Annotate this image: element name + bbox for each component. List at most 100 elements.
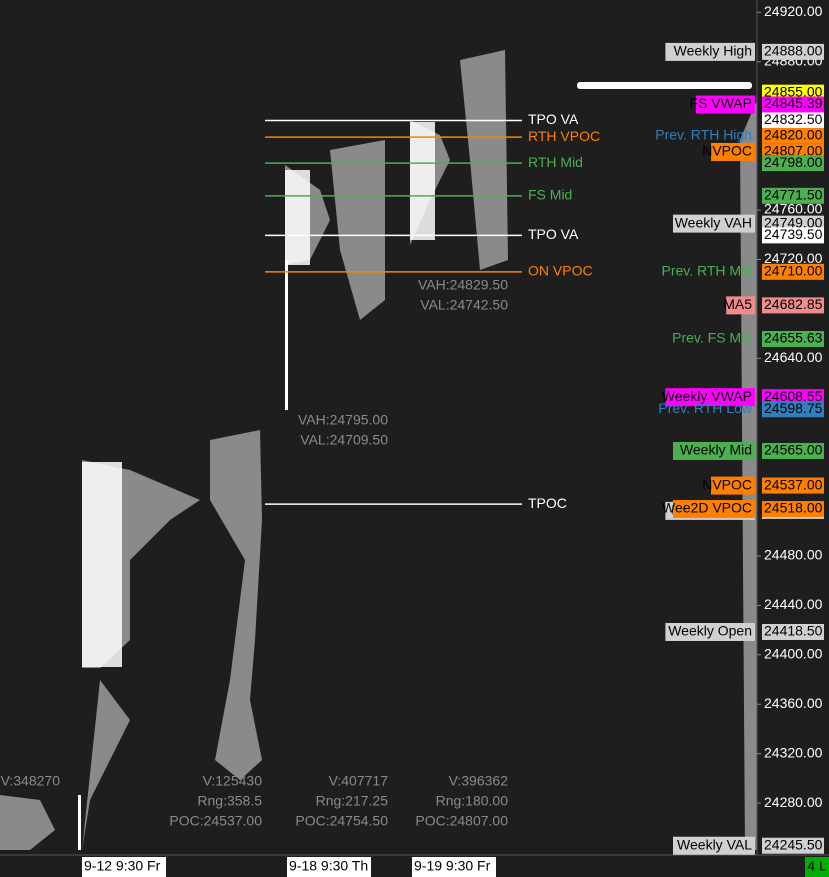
annotation-label: TPOC	[528, 495, 567, 511]
session-label: 9-19 9:30 Fr	[414, 858, 491, 874]
price-box	[762, 297, 824, 314]
y-tick-label: 24320.00	[764, 744, 823, 760]
session-stat: POC:24754.50	[295, 813, 388, 829]
level-name-box	[673, 836, 755, 855]
price-box	[762, 155, 824, 172]
level-name: Weekly Mid	[680, 442, 752, 458]
session-box	[412, 857, 496, 877]
price-label: 24888.00	[764, 43, 823, 59]
price-label: 24820.00	[764, 127, 823, 143]
session-stat: Rng:217.25	[316, 793, 389, 809]
level-name-box	[695, 95, 755, 114]
session-stat: Rng:358.5	[197, 793, 262, 809]
price-label: 24245.50	[764, 836, 823, 852]
price-box	[762, 837, 824, 854]
price-label: 24418.50	[764, 623, 823, 639]
level-name: Prev. RTH High	[655, 127, 752, 143]
price-label: 24832.50	[764, 111, 823, 127]
session-stat: V:396362	[449, 773, 509, 789]
level-name: Prev. RTH Mid	[662, 263, 753, 279]
level-name: Weekly High	[674, 43, 752, 59]
annotation-label: RTH VPOC	[528, 128, 600, 144]
level-name-box	[665, 388, 755, 407]
level-name: Weekly VWAP	[662, 388, 752, 404]
price-box	[762, 263, 824, 280]
level-name-box	[665, 42, 755, 61]
price-label: 24855.00	[764, 83, 823, 99]
level-name: Weekly VAL	[677, 836, 752, 852]
tpo-decoration	[78, 82, 752, 850]
price-label: 24537.00	[764, 476, 823, 492]
session-box	[82, 857, 166, 877]
level-name: Wee2D VPOC	[662, 500, 752, 516]
price-box	[762, 187, 824, 204]
session-box	[287, 857, 371, 877]
price-box	[762, 401, 824, 418]
level-name-box	[711, 142, 755, 161]
level-name-box	[673, 214, 755, 233]
y-tick-label: 24480.00	[764, 547, 823, 563]
price-box	[762, 127, 824, 144]
price-label: 24518.00	[764, 500, 823, 516]
price-label: 24565.00	[764, 442, 823, 458]
level-name: Prev. FS Mid	[672, 330, 752, 346]
y-tick-label: 24440.00	[764, 596, 823, 612]
price-label: 24749.00	[764, 214, 823, 230]
y-tick-label: 24760.00	[764, 201, 823, 217]
y-tick-label: 24280.00	[764, 794, 823, 810]
y-tick-label: 24400.00	[764, 646, 823, 662]
level-name-box	[673, 500, 755, 519]
price-label: 24807.00	[764, 143, 823, 159]
level-name: FS VWAP	[690, 95, 753, 111]
price-label: 24655.63	[764, 330, 823, 346]
level-name: MA5	[723, 296, 752, 312]
session-stat: POC:24537.00	[169, 813, 262, 829]
price-label: 24845.39	[764, 95, 823, 111]
price-box	[762, 330, 824, 347]
level-name: Weekly Open	[668, 623, 752, 639]
corner-box	[805, 857, 829, 877]
session-label: 9-18 9:30 Th	[289, 858, 368, 874]
session-stat: V:348270	[1, 773, 61, 789]
annotation-label: RTH Mid	[528, 154, 583, 170]
y-tick-label: 24720.00	[764, 250, 823, 266]
annotation-label: FS Mid	[528, 187, 572, 203]
annotation-label: ON VPOC	[528, 263, 593, 279]
y-tick-label: 24920.00	[764, 3, 823, 19]
y-tick-label: 24360.00	[764, 695, 823, 711]
price-box	[762, 96, 824, 113]
price-label: 24598.75	[764, 400, 823, 416]
price-label: 24608.55	[764, 388, 823, 404]
session-stat: POC:24807.00	[415, 813, 508, 829]
price-label: 24739.50	[764, 226, 823, 242]
session-stat: Rng:180.00	[436, 793, 509, 809]
value-area-label: VAH:24795.00	[298, 412, 388, 428]
session-stat: V:125430	[203, 773, 263, 789]
level-name-box	[665, 622, 755, 641]
price-label: 24682.85	[764, 296, 823, 312]
price-box	[762, 501, 824, 518]
price-label: 24710.00	[764, 263, 823, 279]
session-label: 9-12 9:30 Fr	[84, 858, 161, 874]
price-box	[762, 442, 824, 459]
corner-label: 4 L	[807, 858, 827, 874]
level-name: NVPOC	[702, 476, 752, 492]
level-name: Prev. RTH Low	[658, 400, 753, 416]
value-area-label: VAL:24742.50	[420, 297, 508, 313]
price-box	[762, 477, 824, 494]
annotation-label: TPO VA	[528, 226, 579, 242]
level-name-box	[726, 296, 755, 315]
level-name-box	[673, 441, 755, 460]
price-label: 24771.50	[764, 187, 823, 203]
annotation-label: TPO VA	[528, 111, 579, 127]
value-area-label: VAH:24829.50	[418, 277, 508, 293]
session-stat: V:407717	[329, 773, 389, 789]
level-name: Weekly VAH	[675, 214, 752, 230]
price-label: 24798.00	[764, 154, 823, 170]
price-box	[762, 227, 824, 244]
level-name-box	[711, 476, 755, 495]
price-box	[762, 389, 824, 406]
value-area-label: VAL:24709.50	[300, 432, 388, 448]
